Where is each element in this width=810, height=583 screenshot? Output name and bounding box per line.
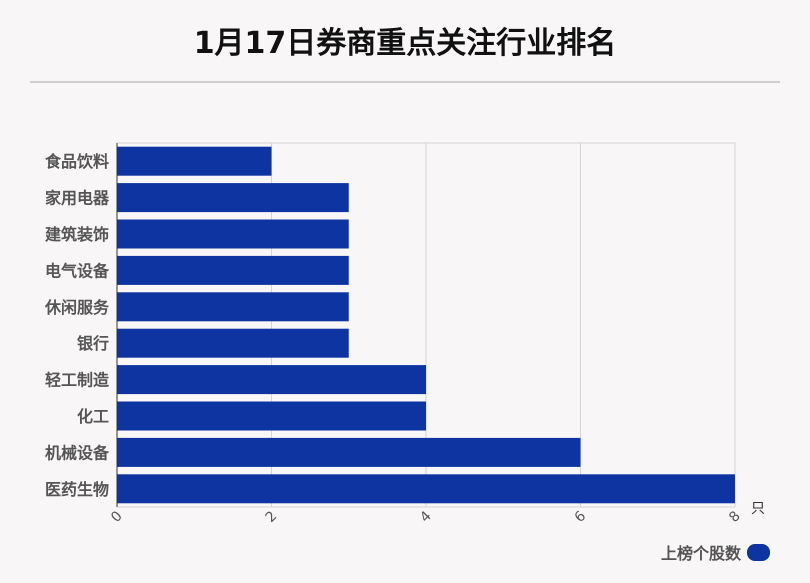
y-category-label: 食品饮料 [44, 152, 109, 171]
bar [117, 437, 581, 467]
bar [117, 146, 272, 176]
y-category-label: 银行 [77, 334, 109, 353]
chart-title: 1月17日券商重点关注行业排名 [193, 26, 617, 61]
legend-label: 上榜个股数 [660, 544, 741, 563]
y-category-label: 医药生物 [45, 480, 109, 499]
y-category-label: 机械设备 [45, 443, 110, 462]
x-tick-label: 4 [417, 508, 435, 526]
x-tick-label: 8 [726, 508, 744, 526]
bar [117, 255, 349, 285]
bar [117, 365, 426, 395]
x-tick-label: 2 [263, 508, 281, 526]
y-category-label: 电气设备 [45, 261, 110, 280]
title-divider [30, 81, 780, 83]
y-category-label: 休闲服务 [44, 298, 110, 317]
x-unit-label: 只 [751, 501, 765, 517]
bar [117, 401, 426, 431]
bar [117, 183, 349, 213]
y-category-label: 化工 [77, 407, 109, 426]
legend[interactable]: 上榜个股数 [661, 540, 770, 564]
y-category-label: 家用电器 [45, 189, 110, 208]
x-tick-label: 0 [108, 508, 126, 526]
y-category-label: 轻工制造 [45, 371, 110, 390]
bar [117, 292, 349, 322]
x-tick-label: 6 [572, 508, 590, 526]
bar [117, 474, 735, 504]
y-category-label: 建筑装饰 [45, 225, 109, 244]
bar [117, 328, 349, 358]
bar [117, 219, 349, 249]
legend-swatch [747, 543, 770, 561]
